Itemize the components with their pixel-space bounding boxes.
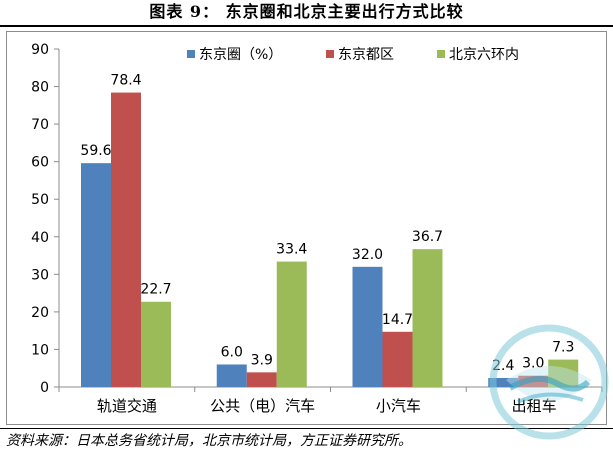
- data-label: 33.4: [276, 242, 307, 258]
- data-label: 7.3: [552, 340, 574, 356]
- data-label: 14.7: [382, 312, 413, 328]
- bar: [382, 331, 413, 387]
- y-tick-label: 70: [31, 117, 49, 133]
- bar: [412, 249, 443, 387]
- y-tick-label: 20: [31, 305, 49, 321]
- bar: [216, 364, 247, 387]
- y-tick-label: 90: [31, 42, 49, 58]
- figure-title: 图表 9： 东京圈和北京主要出行方式比较: [149, 2, 464, 21]
- legend-label: 北京六环内: [449, 47, 519, 63]
- bar: [488, 377, 519, 387]
- data-label: 2.4: [492, 358, 514, 374]
- data-label: 3.9: [251, 352, 273, 368]
- y-tick-label: 0: [40, 380, 49, 396]
- y-tick-label: 10: [31, 342, 49, 358]
- bar: [111, 92, 141, 387]
- y-tick-label: 60: [31, 155, 49, 171]
- data-label: 59.6: [80, 143, 111, 159]
- bar: [141, 301, 171, 387]
- y-tick-label: 50: [31, 192, 49, 208]
- data-label: 36.7: [412, 229, 443, 245]
- data-label: 78.4: [110, 73, 141, 89]
- bar: [246, 372, 277, 387]
- bar: [518, 375, 549, 387]
- source-rule: [0, 428, 613, 429]
- legend-swatch: [437, 50, 445, 58]
- y-tick-label: 40: [31, 230, 49, 246]
- title-rule: [0, 25, 613, 27]
- legend-label: 东京圈（%）: [199, 47, 282, 63]
- source-note: 资料来源：日本总务省统计局，北京市统计局，方正证券研究所。: [6, 433, 412, 449]
- bar: [548, 359, 579, 387]
- x-category-label: 小汽车: [376, 397, 421, 415]
- y-tick-label: 80: [31, 80, 49, 96]
- bar: [276, 261, 307, 387]
- data-label: 3.0: [522, 356, 544, 372]
- x-category-label: 轨道交通: [97, 397, 157, 415]
- data-label: 22.7: [140, 282, 171, 298]
- x-category-label: 出租车: [512, 397, 557, 415]
- x-category-label: 公共（电）汽车: [210, 397, 315, 415]
- data-label: 6.0: [221, 344, 243, 360]
- bar: [81, 163, 111, 387]
- bar: [352, 266, 383, 387]
- legend-swatch: [326, 50, 334, 58]
- legend-swatch: [187, 50, 195, 58]
- y-tick-label: 30: [31, 267, 49, 283]
- data-label: 32.0: [352, 247, 383, 263]
- legend-label: 东京都区: [338, 47, 394, 63]
